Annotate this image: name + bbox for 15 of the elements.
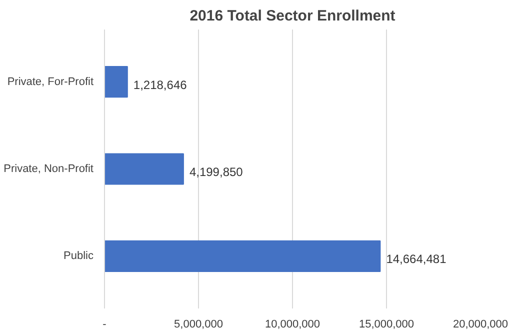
bar <box>104 66 128 98</box>
y-tick-label: Public <box>64 250 94 262</box>
bar <box>104 240 381 272</box>
bar <box>104 153 184 185</box>
x-tick-label: - <box>102 318 107 330</box>
data-label: 4,199,850 <box>189 165 244 179</box>
chart-title: 2016 Total Sector Enrollment <box>190 8 396 24</box>
x-tick-label: 15,000,000 <box>358 318 414 330</box>
x-tick-label: 10,000,000 <box>264 318 320 330</box>
x-tick-label: 5,000,000 <box>174 318 223 330</box>
y-tick-label: Private, Non-Profit <box>4 163 94 175</box>
y-tick-label: Private, For-Profit <box>7 76 94 88</box>
data-label: 1,218,646 <box>133 78 188 92</box>
data-label: 14,664,481 <box>386 252 447 266</box>
x-tick-label: 20,000,000 <box>452 318 508 330</box>
